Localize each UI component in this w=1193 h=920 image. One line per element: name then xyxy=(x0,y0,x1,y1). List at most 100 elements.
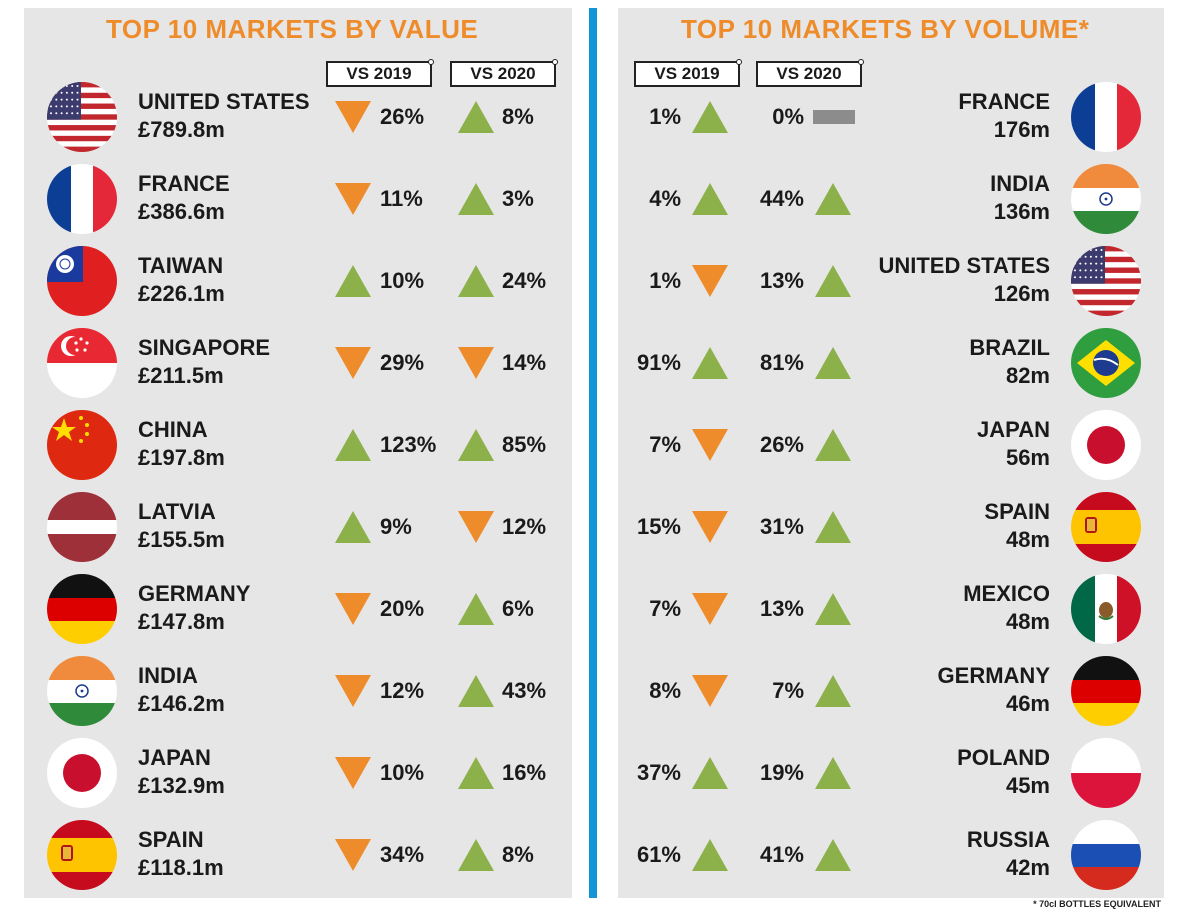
country-name: GERMANY xyxy=(138,581,251,606)
change-vs-2020: 0% xyxy=(772,104,804,129)
country-name: MEXICO xyxy=(963,581,1050,606)
change-vs-2020: 43% xyxy=(502,678,547,703)
change-vs-2020: 14% xyxy=(502,350,547,375)
up-arrow-icon xyxy=(456,673,496,709)
up-arrow-icon xyxy=(813,591,853,627)
change-vs-2019: 1% xyxy=(649,104,681,129)
market-volume: 136m xyxy=(993,199,1050,224)
country-name: GERMANY xyxy=(937,663,1050,688)
market-volume: 48m xyxy=(1005,527,1050,552)
spain-flag-icon xyxy=(47,820,117,890)
up-arrow-icon xyxy=(690,99,730,135)
change-vs-2020: 41% xyxy=(759,842,804,867)
market-volume: 42m xyxy=(1005,855,1050,880)
up-arrow-icon xyxy=(813,837,853,873)
change-vs-2019: 7% xyxy=(649,432,681,457)
up-arrow-icon xyxy=(690,755,730,791)
change-vs-2019: 12% xyxy=(380,678,425,703)
change-vs-2020: 26% xyxy=(759,432,804,457)
france-flag-icon xyxy=(47,164,117,234)
change-vs-2019: 10% xyxy=(380,760,425,785)
change-vs-2020: 6% xyxy=(502,596,534,621)
russia-flag-icon xyxy=(1071,820,1141,890)
up-arrow-icon xyxy=(813,755,853,791)
value-panel-title: TOP 10 MARKETS BY VALUE xyxy=(106,14,479,44)
up-arrow-icon xyxy=(333,427,373,463)
down-arrow-icon xyxy=(690,263,730,299)
down-arrow-icon xyxy=(456,509,496,545)
up-arrow-icon xyxy=(456,99,496,135)
country-name: RUSSIA xyxy=(966,827,1050,852)
country-name: UNITED STATES xyxy=(878,253,1050,278)
change-vs-2019: 123% xyxy=(380,432,437,457)
volume-col-vs2019: VS 2019 xyxy=(634,59,742,87)
market-volume: 48m xyxy=(1005,609,1050,634)
spain-flag-icon xyxy=(1071,492,1141,562)
india-flag-icon xyxy=(47,656,117,726)
down-arrow-icon xyxy=(690,591,730,627)
up-arrow-icon xyxy=(456,263,496,299)
up-arrow-icon xyxy=(813,509,853,545)
up-arrow-icon xyxy=(456,755,496,791)
market-volume: 82m xyxy=(1005,363,1050,388)
change-vs-2020: 19% xyxy=(759,760,804,785)
change-vs-2020: 16% xyxy=(502,760,547,785)
change-vs-2019: 20% xyxy=(380,596,425,621)
up-arrow-icon xyxy=(813,345,853,381)
change-vs-2020: 13% xyxy=(759,596,804,621)
change-vs-2019: 29% xyxy=(380,350,425,375)
footnote: * 70cl BOTTLES EQUIVALENT xyxy=(1033,899,1161,909)
volume-panel-title: TOP 10 MARKETS BY VOLUME* xyxy=(681,14,1090,44)
change-vs-2019: 9% xyxy=(380,514,412,539)
down-arrow-icon xyxy=(333,755,373,791)
china-flag-icon xyxy=(47,410,117,480)
japan-flag-icon xyxy=(47,738,117,808)
japan-flag-icon xyxy=(1071,410,1141,480)
up-arrow-icon xyxy=(456,591,496,627)
country-name: LATVIA xyxy=(138,499,216,524)
change-vs-2020: 13% xyxy=(759,268,804,293)
change-vs-2019: 34% xyxy=(380,842,425,867)
change-vs-2020: 7% xyxy=(772,678,804,703)
market-value: £155.5m xyxy=(138,527,225,552)
market-value: £211.5m xyxy=(138,363,224,388)
panel-divider xyxy=(589,8,597,898)
market-value: £146.2m xyxy=(138,691,225,716)
change-vs-2019: 8% xyxy=(649,678,681,703)
market-volume: 45m xyxy=(1005,773,1050,798)
volume-col-vs2020: VS 2020 xyxy=(756,59,864,87)
change-vs-2019: 61% xyxy=(636,842,681,867)
country-name: FRANCE xyxy=(958,89,1050,114)
germany-flag-icon xyxy=(1071,656,1141,726)
down-arrow-icon xyxy=(333,837,373,873)
down-arrow-icon xyxy=(333,673,373,709)
down-arrow-icon xyxy=(690,673,730,709)
taiwan-flag-icon xyxy=(47,246,117,316)
change-vs-2019: 37% xyxy=(636,760,681,785)
change-vs-2019: 10% xyxy=(380,268,425,293)
market-value: £132.9m xyxy=(138,773,225,798)
country-name: INDIA xyxy=(990,171,1050,196)
country-name: JAPAN xyxy=(138,745,211,770)
up-arrow-icon xyxy=(333,509,373,545)
market-value: £789.8m xyxy=(138,117,225,142)
change-vs-2020: 8% xyxy=(502,104,534,129)
change-vs-2019: 15% xyxy=(636,514,681,539)
country-name: SINGAPORE xyxy=(138,335,271,360)
up-arrow-icon xyxy=(456,837,496,873)
change-vs-2020: 8% xyxy=(502,842,534,867)
market-value: £147.8m xyxy=(138,609,225,634)
up-arrow-icon xyxy=(690,837,730,873)
country-name: JAPAN xyxy=(977,417,1050,442)
change-vs-2020: 3% xyxy=(502,186,534,211)
down-arrow-icon xyxy=(456,345,496,381)
market-value: £226.1m xyxy=(138,281,225,306)
up-arrow-icon xyxy=(690,181,730,217)
india-flag-icon xyxy=(1071,164,1141,234)
germany-flag-icon xyxy=(47,574,117,644)
market-volume: 176m xyxy=(993,117,1050,142)
country-name: TAIWAN xyxy=(138,253,224,278)
country-name: UNITED STATES xyxy=(138,89,310,114)
up-arrow-icon xyxy=(813,263,853,299)
up-arrow-icon xyxy=(333,263,373,299)
